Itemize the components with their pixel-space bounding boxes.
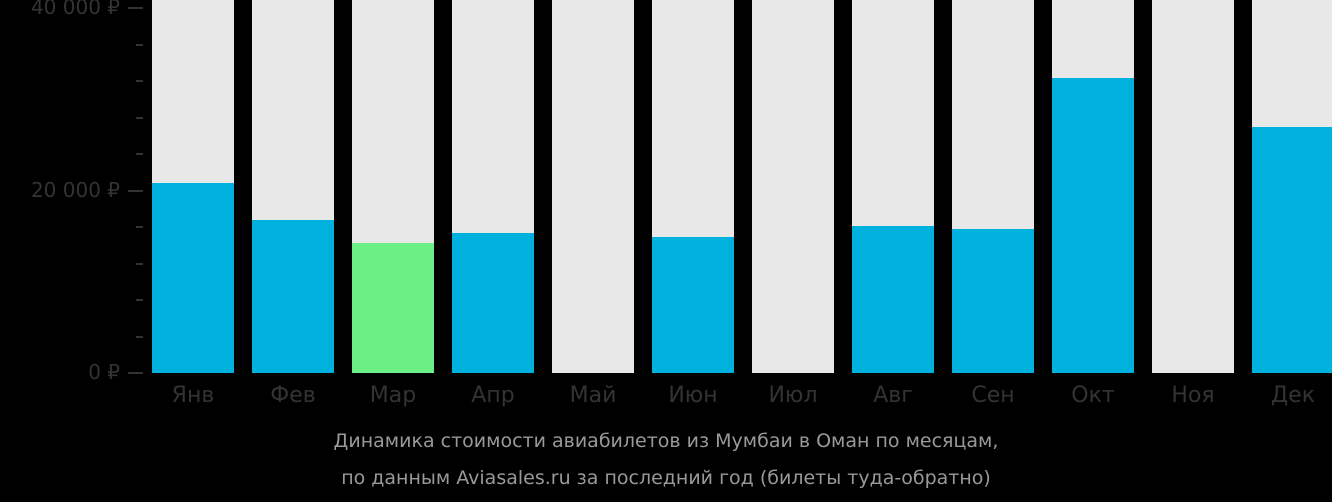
price-bar[interactable] xyxy=(1252,127,1332,373)
y-axis-major-tick xyxy=(128,372,143,374)
x-axis-month-label: Сен xyxy=(971,383,1015,408)
x-axis-month-label: Янв xyxy=(171,383,215,408)
month-column[interactable] xyxy=(1052,0,1134,373)
y-axis-minor-tick xyxy=(136,116,143,119)
x-axis-month-label: Июл xyxy=(768,383,818,408)
x-axis-month-label: Ноя xyxy=(1171,383,1215,408)
month-column[interactable] xyxy=(1252,0,1332,373)
month-column[interactable] xyxy=(652,0,734,373)
caption-line-1: Динамика стоимости авиабилетов из Мумбаи… xyxy=(333,430,999,452)
y-axis-major-tick xyxy=(128,189,143,192)
caption-line-2: по данным Aviasales.ru за последний год … xyxy=(341,467,991,489)
price-bar[interactable] xyxy=(852,226,934,373)
month-column[interactable] xyxy=(1152,0,1234,373)
y-axis-label: 40 000 ₽ xyxy=(30,0,120,19)
price-bar[interactable] xyxy=(1052,78,1134,373)
month-column[interactable] xyxy=(352,0,434,373)
month-column[interactable] xyxy=(152,0,234,373)
y-axis-minor-tick xyxy=(136,299,143,301)
y-axis-minor-tick xyxy=(136,335,143,338)
y-axis-minor-tick xyxy=(136,226,143,228)
x-axis-month-label: Апр xyxy=(471,383,515,408)
y-axis-label: 0 ₽ xyxy=(88,360,120,384)
month-column[interactable] xyxy=(252,0,334,373)
x-axis-month-label: Дек xyxy=(1270,383,1315,408)
x-axis-month-label: Июн xyxy=(668,383,718,408)
month-column[interactable] xyxy=(952,0,1034,373)
y-axis-major-tick xyxy=(128,7,143,9)
y-axis-minor-tick xyxy=(136,262,143,265)
price-bar[interactable] xyxy=(152,183,234,373)
y-axis-minor-tick xyxy=(136,43,143,46)
y-axis-label: 20 000 ₽ xyxy=(30,177,120,202)
month-column[interactable] xyxy=(552,0,634,373)
price-bar[interactable] xyxy=(452,233,534,373)
x-axis-month-label: Окт xyxy=(1071,383,1115,408)
x-axis-month-label: Май xyxy=(569,383,617,408)
month-column[interactable] xyxy=(452,0,534,373)
month-column[interactable] xyxy=(852,0,934,373)
price-bar[interactable] xyxy=(252,220,334,373)
price-bar[interactable] xyxy=(952,229,1034,373)
y-axis-minor-tick xyxy=(136,80,143,82)
x-axis-month-label: Авг xyxy=(873,383,913,408)
y-axis-minor-tick xyxy=(136,153,143,155)
x-axis-month-label: Мар xyxy=(369,383,417,408)
month-column[interactable] xyxy=(752,0,834,373)
x-axis-month-label: Фев xyxy=(270,383,316,408)
cheapest-price-bar[interactable] xyxy=(352,243,434,373)
price-bar[interactable] xyxy=(652,237,734,373)
